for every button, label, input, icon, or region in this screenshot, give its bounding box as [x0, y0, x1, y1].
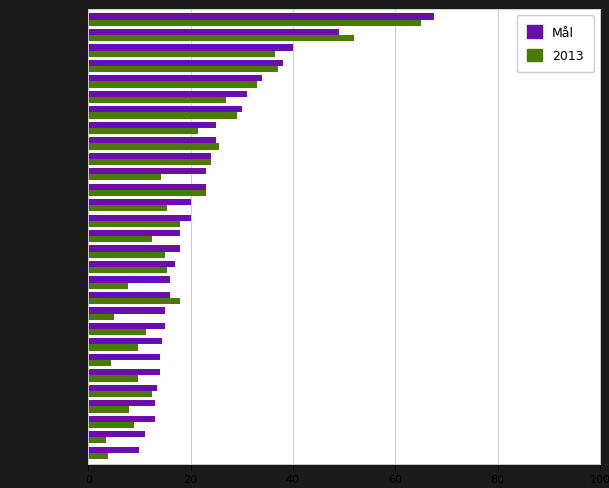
Bar [88, 323, 165, 329]
Bar [88, 20, 421, 27]
Bar [88, 67, 278, 73]
Bar [88, 30, 339, 36]
Bar [88, 299, 180, 305]
Bar [88, 314, 114, 320]
Bar [88, 376, 138, 382]
Bar [88, 92, 247, 98]
Bar [88, 360, 111, 366]
Bar [88, 14, 434, 20]
Bar [88, 221, 180, 227]
Bar [88, 262, 175, 267]
Bar [88, 345, 138, 351]
Bar [88, 422, 135, 428]
Bar [88, 283, 128, 289]
Bar [88, 206, 167, 212]
Bar [88, 122, 216, 129]
Bar [88, 175, 161, 181]
Bar [88, 138, 216, 144]
Bar [88, 98, 227, 104]
Bar [88, 45, 293, 51]
Bar [88, 113, 237, 120]
Bar [88, 453, 108, 459]
Bar [88, 184, 206, 190]
Bar [88, 230, 180, 237]
Legend: Mål, 2013: Mål, 2013 [517, 16, 594, 73]
Bar [88, 391, 152, 397]
Bar [88, 82, 257, 88]
Bar [88, 369, 160, 376]
Bar [88, 76, 262, 82]
Bar [88, 36, 354, 42]
Bar [88, 190, 206, 197]
Bar [88, 329, 146, 335]
Bar [88, 129, 199, 135]
Bar [88, 400, 155, 407]
Bar [88, 437, 106, 444]
Bar [88, 107, 242, 113]
Bar [88, 246, 180, 252]
Bar [88, 447, 139, 453]
Bar [88, 431, 144, 437]
Bar [88, 61, 283, 67]
Bar [88, 267, 167, 274]
Bar [88, 200, 191, 206]
Bar [88, 407, 129, 413]
Bar [88, 308, 165, 314]
Bar [88, 51, 275, 58]
Bar [88, 160, 211, 165]
Bar [88, 277, 170, 283]
Bar [88, 416, 155, 422]
Bar [88, 169, 206, 175]
Bar [88, 144, 219, 150]
Bar [88, 252, 165, 258]
Bar [88, 215, 191, 221]
Bar [88, 292, 170, 299]
Bar [88, 339, 163, 345]
Bar [88, 385, 157, 391]
Bar [88, 153, 211, 160]
Bar [88, 237, 152, 243]
Bar [88, 354, 160, 360]
